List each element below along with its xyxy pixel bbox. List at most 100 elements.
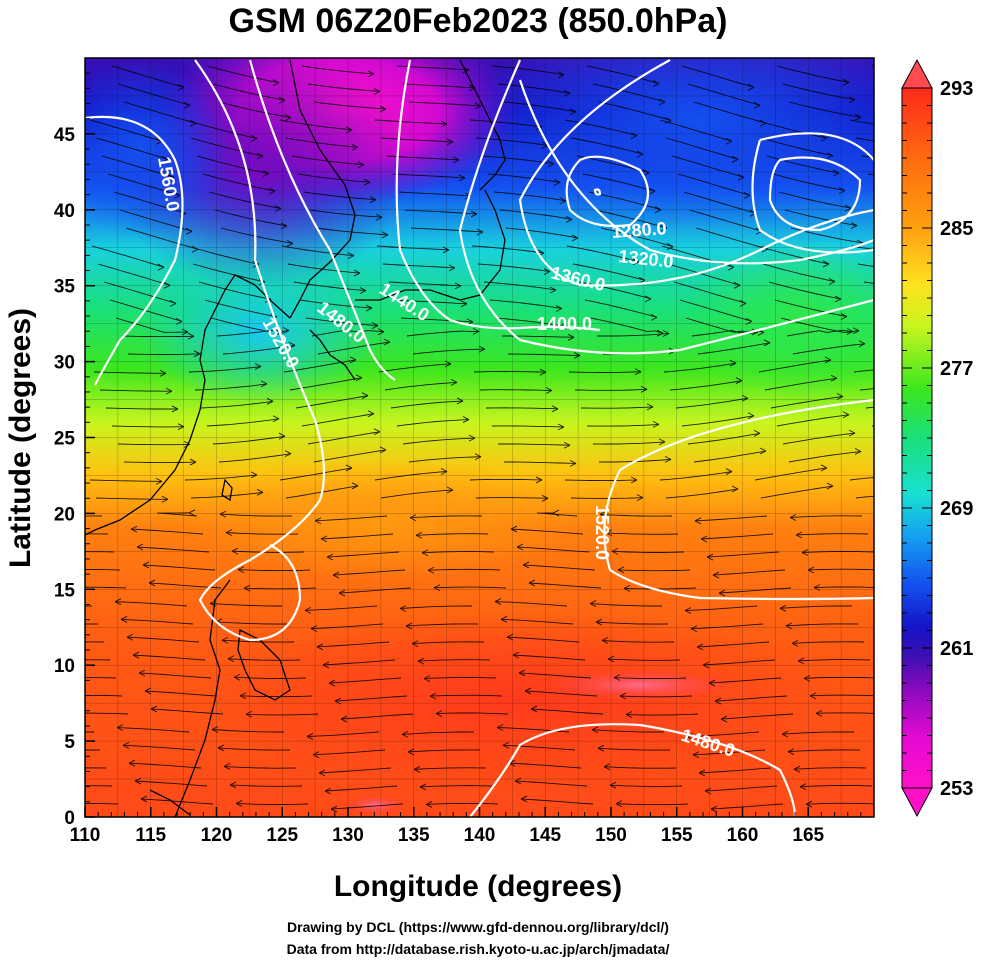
x-axis-ticks: 110 115 120 125 130 135 140 145 150 155 160 165 (70, 807, 875, 846)
streamline-arrow (140, 795, 148, 803)
streamline-arrow (785, 622, 793, 630)
streamline-arrow (359, 287, 367, 294)
streamline-arrow (245, 710, 253, 718)
streamline-arrow (822, 260, 830, 268)
streamline-arrow (514, 777, 522, 785)
streamline (849, 119, 874, 125)
streamline-arrow (500, 615, 508, 623)
streamline-arrow (646, 403, 654, 411)
streamline (111, 425, 185, 428)
streamline-arrow (842, 78, 850, 86)
streamline-arrow (636, 150, 644, 158)
streamline (310, 623, 384, 630)
streamline-arrow (779, 604, 787, 612)
streamline-arrow (644, 295, 652, 303)
streamline (421, 551, 495, 554)
streamline-arrow (557, 71, 565, 79)
streamline (524, 690, 598, 697)
streamline-arrow (425, 801, 433, 808)
x-axis-label: Longitude (degrees) (334, 870, 622, 903)
streamline-arrow (573, 352, 581, 359)
streamline (568, 371, 642, 373)
streamline (661, 245, 735, 268)
streamline (396, 419, 470, 427)
streamline-arrow (114, 598, 122, 606)
streamline-arrow (189, 458, 197, 466)
contour-east-low (768, 156, 862, 232)
streamline-arrow (442, 246, 450, 254)
streamline (322, 659, 396, 666)
streamline (85, 731, 94, 733)
streamline (93, 371, 166, 374)
credit-data: Data from http://database.rish.kyoto-u.a… (287, 941, 670, 957)
streamline-arrow (547, 160, 555, 168)
streamline (85, 569, 121, 571)
streamline-arrow (472, 327, 480, 335)
streamline-arrow (474, 453, 482, 461)
streamline (708, 677, 782, 684)
streamline (202, 173, 276, 192)
streamline (243, 587, 317, 590)
streamline-arrow (791, 639, 799, 647)
streamline (693, 450, 767, 463)
streamline-arrow (664, 455, 672, 463)
streamline-arrow (22, 732, 28, 738)
streamline-arrow (177, 423, 185, 431)
streamline-arrow (858, 340, 866, 348)
streamline-arrow (936, 305, 942, 311)
streamline-arrow (942, 322, 948, 328)
streamline-arrow (595, 618, 603, 626)
streamline (788, 451, 862, 463)
streamline (592, 83, 666, 103)
streamline (312, 749, 386, 756)
streamline-arrow (948, 331, 954, 337)
streamline-arrow (134, 777, 142, 785)
colorbar-label: 261 (940, 638, 973, 660)
streamline (681, 65, 755, 88)
streamline-arrow (520, 795, 528, 803)
streamline-arrow (46, 802, 52, 808)
streamline-arrow (625, 711, 633, 718)
streamline (768, 281, 842, 300)
contour-1400-line (458, 59, 874, 355)
streamline-arrow (407, 748, 415, 756)
streamline-arrow (708, 679, 716, 687)
streamline (301, 65, 375, 75)
streamline (786, 329, 860, 337)
streamline-arrow (615, 800, 623, 808)
streamline (85, 767, 107, 769)
streamline (285, 137, 359, 148)
streamline (114, 601, 188, 607)
streamline (712, 569, 786, 576)
streamline-arrow (256, 152, 264, 160)
streamline (494, 601, 568, 607)
streamline (813, 586, 874, 588)
streamline (698, 767, 772, 774)
streamline (772, 173, 846, 192)
credit-drawing: Drawing by DCL (https://www.gfd-dennou.o… (287, 919, 669, 935)
streamline (491, 425, 565, 428)
streamline (423, 677, 497, 680)
streamline (398, 191, 472, 197)
streamline (675, 397, 749, 409)
y-tick-label: 20 (54, 504, 75, 525)
streamline (512, 654, 586, 661)
streamline-arrow (824, 356, 832, 364)
streamline (219, 513, 293, 517)
streamline-arrow (793, 765, 801, 773)
streamline (99, 389, 172, 392)
streamline-arrow (528, 579, 536, 587)
pink-region-10n (540, 669, 740, 701)
streamline (85, 785, 113, 787)
streamline-arrow (128, 759, 136, 767)
streamline (311, 329, 385, 337)
streamline (419, 785, 493, 788)
streamline-arrow (940, 196, 946, 202)
streamline-arrow (188, 509, 196, 517)
streamline (871, 65, 874, 67)
streamline-arrow (444, 360, 452, 368)
streamline (677, 173, 751, 196)
streamline-arrow (324, 787, 332, 795)
streamline (756, 245, 830, 265)
streamline (679, 299, 753, 322)
